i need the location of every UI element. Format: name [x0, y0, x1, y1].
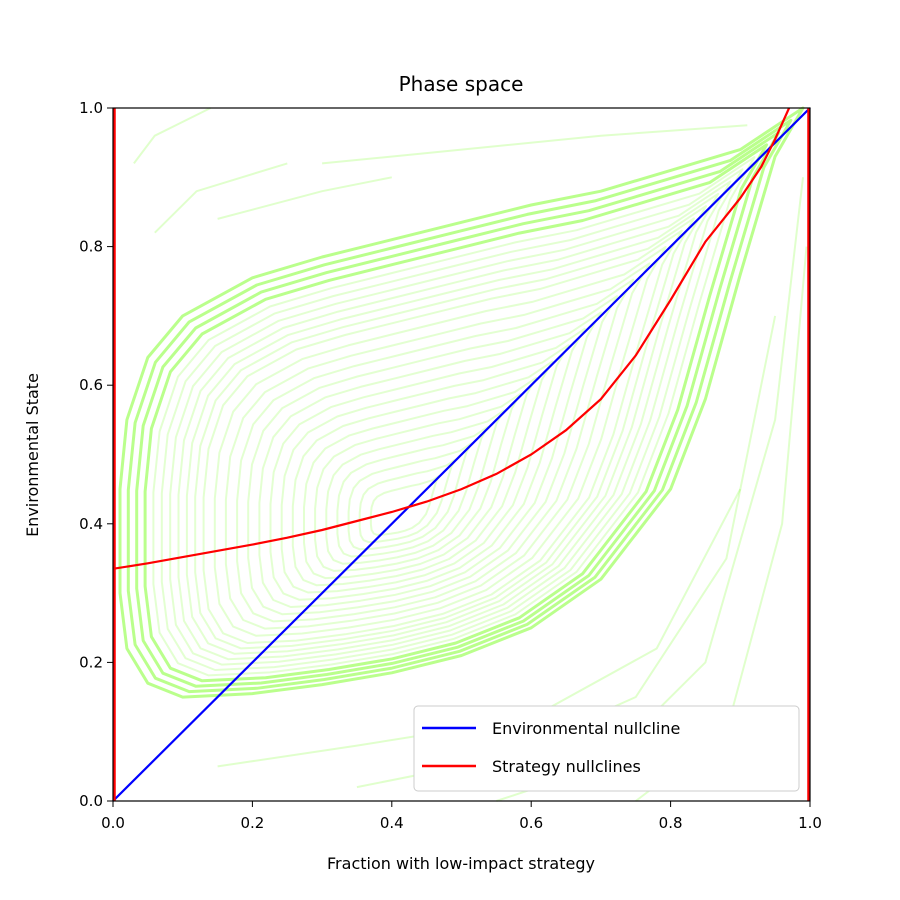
y-tick-label: 0.0 [79, 792, 103, 810]
legend-box [413, 705, 800, 792]
trajectory-orbit [177, 192, 720, 661]
y-tick-label: 0.8 [79, 238, 103, 256]
trajectory-orbit [247, 295, 619, 616]
x-tick-label: 1.0 [798, 814, 822, 832]
trajectory-orbit [269, 327, 586, 601]
series-line-1 [112, 107, 791, 570]
trajectory-orbit [258, 311, 602, 608]
y-tick-label: 0.4 [79, 515, 103, 533]
trajectory-flow-line [133, 107, 212, 165]
trajectory-orbit [152, 156, 756, 677]
chart-title: Phase space [399, 72, 524, 96]
trajectory-flow-line [217, 176, 392, 220]
trajectory-orbit [118, 106, 805, 699]
y-tick-label: 0.6 [79, 376, 103, 394]
y-axis-label: Environmental State [23, 373, 42, 537]
trajectory-layer [118, 106, 808, 802]
legend-label-environmental-nullcline: Environmental nullcline [492, 719, 680, 738]
x-tick-label: 0.6 [519, 814, 543, 832]
trajectory-orbit [135, 131, 781, 688]
axis-ticks: 0.0 0.2 0.4 0.6 0.8 1.0 0.0 0.2 0.4 0.6 0.8 1.0 [79, 99, 822, 832]
trajectory-orbit [143, 143, 769, 683]
trajectory-orbit [202, 229, 683, 644]
x-axis-label: Fraction with low-impact strategy [327, 854, 595, 873]
trajectory-orbit [169, 180, 732, 666]
x-tick-label: 0.4 [380, 814, 404, 832]
trajectory-orbit [160, 168, 744, 671]
legend-label-strategy-nullclines: Strategy nullclines [492, 757, 641, 776]
series-line-0 [112, 107, 811, 802]
trajectory-orbit [236, 278, 635, 623]
y-tick-label: 0.2 [79, 653, 103, 671]
plot-frame [112, 107, 811, 802]
x-tick-label: 0.0 [101, 814, 125, 832]
trajectory-orbit [224, 262, 651, 630]
x-tick-label: 0.8 [659, 814, 683, 832]
trajectory-orbit [213, 246, 667, 637]
trajectory-orbit [126, 118, 793, 694]
trajectory-flow-line [322, 124, 748, 165]
x-tick-label: 0.2 [240, 814, 264, 832]
trajectory-orbit [194, 217, 695, 650]
legend: Environmental nullcline Strategy nullcli… [413, 705, 800, 792]
trajectory-flow-line [154, 162, 288, 234]
y-tick-label: 1.0 [79, 99, 103, 117]
series-layer [112, 107, 811, 802]
trajectory-orbit [185, 205, 707, 655]
